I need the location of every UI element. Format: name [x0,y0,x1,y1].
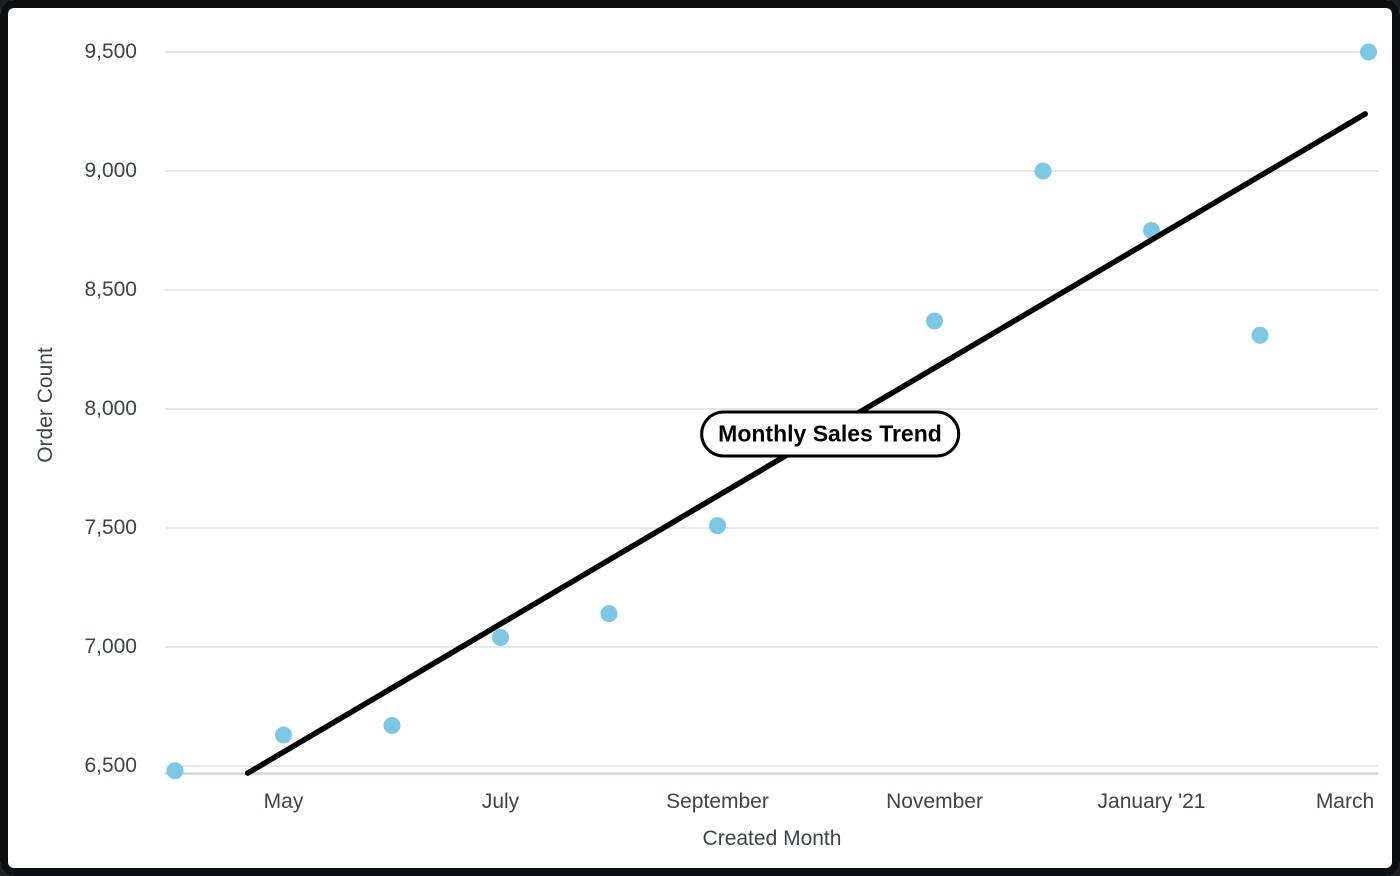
data-point[interactable] [1034,162,1052,180]
y-tick-label: 9,500 [84,40,137,63]
data-point[interactable] [600,605,618,623]
x-tick-label: May [263,790,304,813]
data-point[interactable] [383,717,401,735]
y-tick-label: 7,500 [84,516,137,539]
data-point[interactable] [1251,326,1269,344]
data-point[interactable] [492,628,509,646]
x-tick-label: March [1315,790,1375,813]
x-tick-label: November [886,790,983,813]
chart-title-badge: Monthly Sales Trend [700,410,960,458]
data-point[interactable] [275,726,292,744]
x-tick-label: July [481,790,520,813]
data-point[interactable] [926,312,943,330]
x-axis-title: Created Month [702,827,842,850]
data-point[interactable] [1360,43,1377,61]
y-tick-label: 8,000 [84,397,137,420]
data-point[interactable] [709,517,726,535]
x-tick-label: January '21 [1097,790,1206,813]
y-tick-label: 9,000 [84,159,137,182]
y-tick-label: 7,000 [84,635,137,658]
x-tick-label: September [666,790,769,813]
data-point[interactable] [166,762,184,780]
y-tick-label: 8,500 [84,278,137,301]
y-tick-label: 6,500 [84,754,137,777]
y-axis-title: Order Count [34,347,57,463]
